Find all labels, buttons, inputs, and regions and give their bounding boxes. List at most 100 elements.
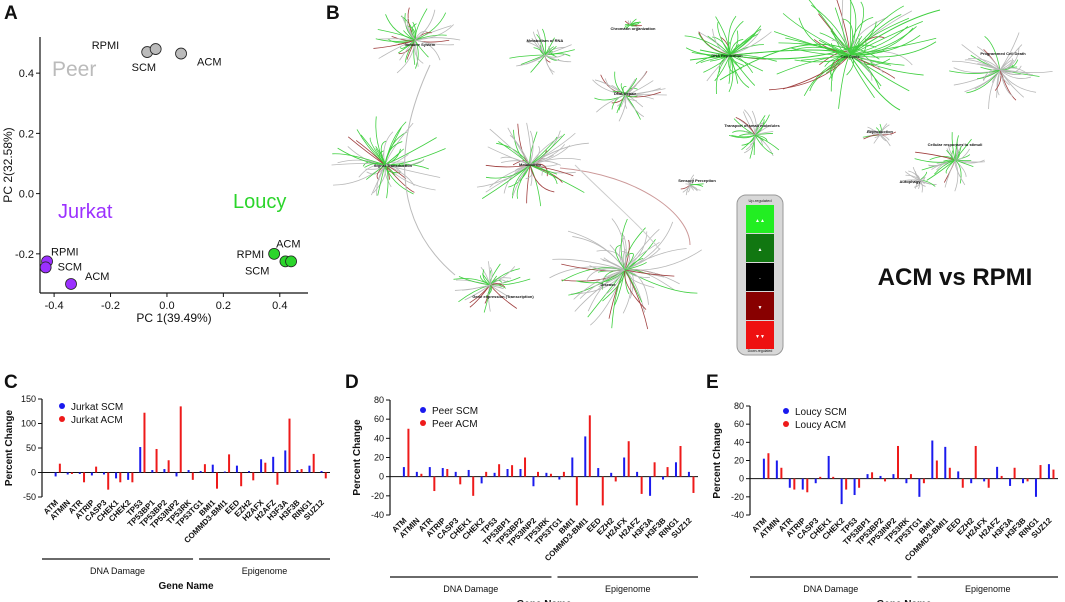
pathway-branch	[624, 269, 698, 294]
pathway-branch	[454, 284, 491, 291]
group-label-epigenome: Epigenome	[605, 584, 651, 594]
pathway-branch	[414, 39, 419, 69]
group-label-loucy: Loucy	[233, 191, 286, 213]
reactome-pathway-map: Immune System Metabolism of RNA Chromatin …	[331, 0, 1053, 356]
group-label-epigenome: Epigenome	[242, 566, 288, 576]
scatter-point	[149, 43, 162, 55]
pathway-branch	[396, 39, 416, 74]
legend-label: Jurkat SCM	[71, 402, 123, 413]
pathway-branch	[913, 179, 921, 188]
pathway-branch	[707, 35, 731, 56]
pathway-branch	[624, 71, 647, 96]
pathway-branch	[849, 54, 873, 81]
pathway-branch	[954, 159, 962, 184]
x-axis-label: Gene Name	[158, 581, 213, 592]
pathway-branch	[948, 145, 956, 161]
y-tick-label: 50	[26, 443, 36, 453]
pathway-branch	[529, 164, 558, 175]
pathway-branch	[489, 284, 518, 309]
pathway-branch	[684, 35, 731, 56]
pathway-connector-arc	[404, 64, 456, 276]
y-axis-label: Percent Change	[712, 422, 723, 499]
pathway-branch	[954, 145, 959, 161]
pathway-label: Cell Cycle	[840, 54, 860, 59]
pathway-branch	[849, 54, 875, 99]
pathway-branch	[529, 135, 563, 166]
pathway-branch	[514, 164, 531, 172]
pathway-branch	[949, 69, 1001, 74]
pathway-branch	[624, 269, 643, 303]
regulation-legend: Up-regulated ▲▲▲-▼▼▼ Down-regulated	[736, 194, 784, 356]
x-axis-label: Gene Name	[516, 599, 571, 602]
pathway-branch	[544, 37, 555, 56]
point-label: RPMI	[51, 246, 78, 258]
pathway-branch	[717, 21, 731, 56]
pathway-branch	[624, 268, 680, 285]
panel-letter-a: A	[4, 3, 18, 24]
pathway-branch	[849, 54, 891, 66]
pathway-branch	[744, 130, 756, 136]
point-label: SCM	[245, 265, 269, 277]
pathway-branch	[954, 159, 959, 192]
y-tick-label: 0.0	[19, 189, 34, 201]
pathway-branch	[529, 164, 543, 176]
pathway-branch	[525, 41, 546, 56]
pathway-branch	[529, 130, 534, 166]
legend-label: Loucy ACM	[795, 420, 846, 431]
pathway-branch	[838, 54, 851, 109]
pathway-branch	[879, 134, 891, 147]
pathway-branch	[469, 284, 491, 304]
pathway-connector-arc	[574, 164, 661, 251]
pathway-branches	[331, 0, 1053, 330]
pathway-branch	[699, 44, 861, 60]
pathway-branch	[728, 15, 737, 56]
pathway-branch	[914, 158, 956, 163]
pathway-label: Chromatin organization	[611, 26, 656, 31]
pathway-branch	[849, 37, 937, 56]
pathway-branch	[729, 44, 764, 56]
y-tick-label: 80	[734, 401, 744, 411]
pathway-branch	[849, 0, 852, 56]
y-tick-label: 0	[31, 468, 36, 478]
pathway-label: Metabolism of RNA	[527, 38, 564, 43]
pathway-branch	[951, 60, 1001, 71]
pathway-branch	[754, 114, 770, 136]
scatter-point	[285, 255, 297, 268]
pathway-branch	[487, 261, 491, 286]
pathway-branch	[414, 30, 429, 41]
group-label-dna-damage: DNA Damage	[803, 584, 858, 594]
pathway-branch	[754, 122, 764, 136]
pathway-branch	[999, 69, 1032, 79]
legend-marker	[59, 416, 65, 422]
pathway-label: Cellular responses to stimuli	[928, 142, 983, 147]
pathway-branch	[464, 284, 491, 301]
pathway-branch	[384, 122, 414, 166]
pathway-branch	[624, 239, 630, 271]
y-tick-label: 60	[734, 419, 744, 429]
pathway-branch	[718, 54, 731, 73]
pathway-branch	[596, 94, 626, 113]
pathway-branch	[729, 39, 744, 56]
pathway-branch	[485, 164, 531, 179]
y-tick-label: 80	[374, 395, 384, 405]
pathway-branch	[849, 35, 921, 56]
pathway-branch	[977, 69, 1001, 80]
pathway-label: Transport of small molecules	[724, 123, 780, 128]
pathway-branch	[526, 164, 531, 204]
pathway-branch	[412, 21, 417, 41]
pathway-branch	[406, 17, 416, 41]
pathway-branch	[926, 159, 956, 181]
pathway-branch	[399, 39, 416, 49]
pathway-label: Reproduction	[867, 129, 894, 134]
pathway-branch	[976, 46, 1001, 71]
pathway-branch	[849, 14, 902, 56]
pathway-branch	[849, 41, 937, 58]
legend-swatch	[746, 263, 774, 291]
panel-letter-c: C	[4, 372, 18, 393]
point-label: ACM	[85, 271, 109, 283]
pathway-branch	[384, 163, 402, 173]
pathway-branch	[384, 159, 424, 168]
pathway-branch	[355, 140, 386, 166]
pathway-branch	[849, 20, 923, 56]
y-axis-label: PC 2(32.58%)	[1, 127, 15, 202]
